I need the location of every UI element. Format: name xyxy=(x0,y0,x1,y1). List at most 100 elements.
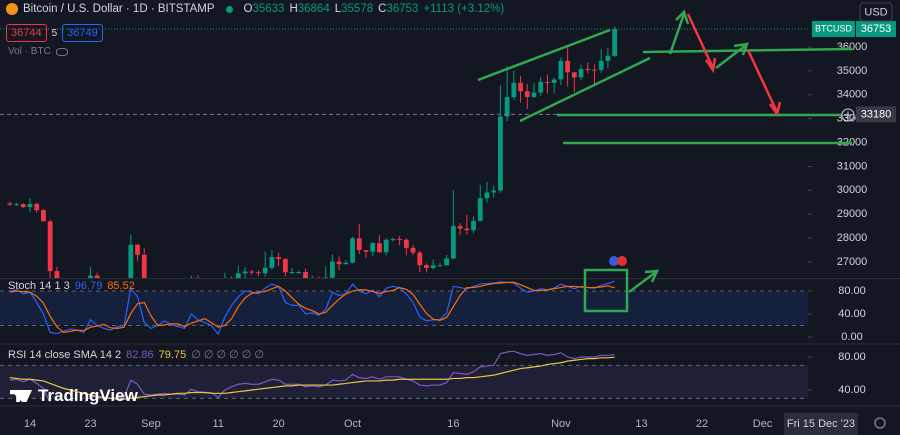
add-icon[interactable] xyxy=(841,108,855,122)
flag xyxy=(617,256,627,266)
candle-body xyxy=(269,256,275,268)
candle-body xyxy=(20,204,26,208)
y-tick-label: 30000 xyxy=(837,184,868,196)
last-price-box xyxy=(856,21,896,38)
y-tick-label: 36000 xyxy=(837,41,868,53)
arrow-head xyxy=(704,57,717,74)
ohlc-close: 36753 xyxy=(386,3,419,15)
candle-body xyxy=(437,265,443,267)
add-icon[interactable] xyxy=(844,111,852,119)
candle-body xyxy=(135,244,140,255)
x-tick-label: Oct xyxy=(344,418,361,430)
brand-logo xyxy=(10,390,32,402)
stoch-pane xyxy=(0,280,808,336)
candle-body xyxy=(444,258,450,266)
symbol-tag: BTCUSD xyxy=(815,23,853,33)
crosshair-label-box xyxy=(856,106,896,123)
candle-body xyxy=(538,81,544,93)
crosshair-label: 33180 xyxy=(861,108,892,120)
ask[interactable]: 36749 xyxy=(62,24,103,42)
candle-body xyxy=(356,238,362,251)
ohlc-low: 35578 xyxy=(341,3,374,15)
ohlc-letter: O xyxy=(243,3,253,15)
candle-body xyxy=(484,192,490,199)
candle-body xyxy=(471,220,476,231)
candle-body xyxy=(54,271,60,278)
arrow-head xyxy=(675,9,690,25)
candle-body xyxy=(7,203,13,205)
candle-body xyxy=(235,273,241,278)
candle-body xyxy=(363,250,369,252)
x-tick-label: 22 xyxy=(696,418,708,430)
candle-body xyxy=(498,116,503,191)
candle-body xyxy=(350,238,355,263)
candle-body xyxy=(585,68,591,70)
candle-body xyxy=(27,203,33,208)
y-tick-label: 31000 xyxy=(837,160,868,172)
candle-body xyxy=(518,82,523,92)
legend-value: 82.86 xyxy=(126,348,154,361)
candle-body xyxy=(578,68,584,78)
candle-body xyxy=(282,258,288,273)
arrow xyxy=(746,49,779,113)
candle-body xyxy=(41,210,46,222)
candle-body xyxy=(430,265,436,268)
candle-body xyxy=(289,272,295,274)
candle-body xyxy=(256,272,261,274)
candle-body xyxy=(417,252,423,266)
candle-body xyxy=(296,272,302,274)
eye-icon[interactable] xyxy=(55,47,68,56)
candle-body xyxy=(598,60,604,70)
candle-body xyxy=(565,60,570,73)
y-tick-label: 80.00 xyxy=(838,285,866,297)
y-tick-label: 28000 xyxy=(837,232,868,244)
candle-body xyxy=(149,287,154,290)
candle-body xyxy=(128,244,134,278)
flag-icon xyxy=(609,256,627,266)
y-tick-label: 40.00 xyxy=(838,308,866,320)
candle-body xyxy=(477,198,483,221)
currency[interactable]: USD xyxy=(864,6,887,18)
rsi-pane xyxy=(0,350,808,402)
ohlc-letter: H xyxy=(289,3,298,15)
arrow xyxy=(668,13,686,55)
channel-line xyxy=(519,56,651,123)
candle-body xyxy=(303,272,308,278)
candle-body xyxy=(397,239,402,241)
spread: 5 xyxy=(51,27,58,39)
y-tick-label: 35000 xyxy=(837,65,868,77)
candle-body xyxy=(343,262,349,265)
band-fill xyxy=(0,291,808,326)
candle-body xyxy=(410,247,416,253)
arrow xyxy=(686,13,715,69)
candle-body xyxy=(336,261,342,265)
pane-extra: ∅ ∅ ∅ ∅ ∅ ∅ xyxy=(191,349,264,361)
status-dot xyxy=(225,5,233,13)
candle-body xyxy=(464,228,470,231)
candle-body xyxy=(14,204,19,206)
candle-body xyxy=(524,91,530,97)
legend-value: 96.79 xyxy=(74,280,103,292)
symbol-tag-box xyxy=(812,21,855,38)
symbol-title[interactable]: Bitcoin / U.S. Dollar · 1D · BITSTAMP xyxy=(23,3,215,15)
candle-body xyxy=(88,275,93,278)
candle-body xyxy=(202,288,207,289)
arrow xyxy=(715,44,747,69)
x-tick-label: 11 xyxy=(212,418,223,430)
y-tick-label: 34000 xyxy=(837,89,868,101)
candle-body xyxy=(571,72,577,78)
x-tick-label: 23 xyxy=(84,418,96,430)
candle-body xyxy=(558,60,564,80)
highlight-box xyxy=(583,268,629,313)
candle-body xyxy=(317,279,322,281)
quote-row: 36744 5 36749 xyxy=(6,24,103,42)
candle-body xyxy=(189,280,194,292)
x-tick-label: 16 xyxy=(447,418,459,430)
last-price: 36753 xyxy=(861,23,892,35)
bid[interactable]: 36744 xyxy=(6,24,47,42)
settings-icon[interactable] xyxy=(874,417,886,429)
candle-body xyxy=(403,239,409,248)
currency-box[interactable] xyxy=(859,2,893,22)
